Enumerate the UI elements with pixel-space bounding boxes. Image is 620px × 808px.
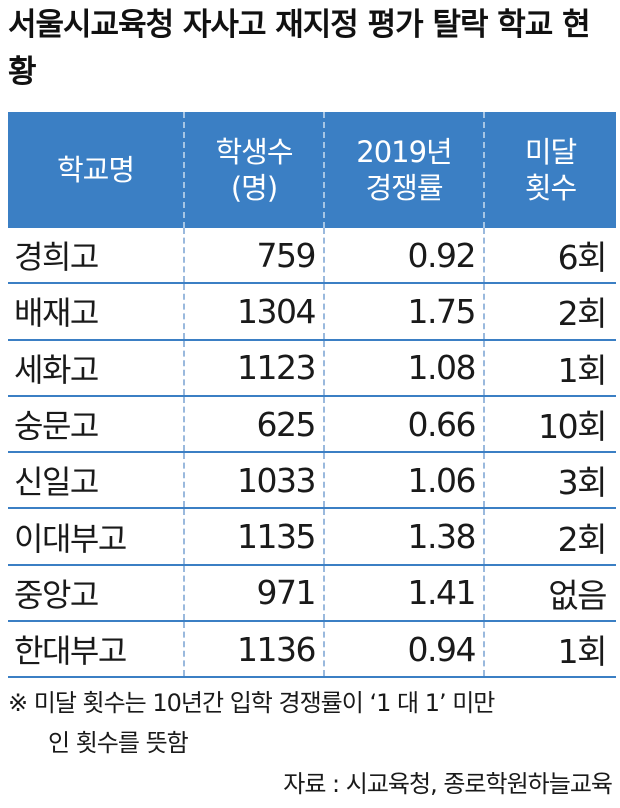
cell-students: 971 <box>183 565 323 621</box>
cell-students: 1304 <box>183 284 323 339</box>
footnote-line-2: 인 횟수를 뜻함 <box>48 729 189 757</box>
cell-school: 중앙고 <box>14 575 99 614</box>
cell-school: 경희고 <box>14 238 99 277</box>
table-row: 한대부고 1136 0.94 1회 <box>8 622 616 679</box>
table-row: 경희고 759 0.92 6회 <box>8 228 616 285</box>
footnote-line-1: ※ 미달 횟수는 10년간 입학 경쟁률이 ‘1 대 1’ 미만 <box>8 689 495 717</box>
header-rate: 2019년 경쟁률 <box>323 112 483 228</box>
table-row: 중앙고 971 1.41 없음 <box>8 565 616 623</box>
cell-school: 배재고 <box>14 294 99 333</box>
header-students-label: 학생수 <box>215 135 293 169</box>
page-title: 서울시교육청 자사고 재지정 평가 탈락 학교 현황 <box>8 7 591 90</box>
header-rate-label: 경쟁률 <box>365 171 443 205</box>
cell-school: 신일고 <box>14 463 99 502</box>
source-credit: 자료 : 시교육청, 종로학원하늘교육 <box>283 770 613 798</box>
cell-school: 한대부고 <box>14 632 127 671</box>
cell-rate: 1.38 <box>323 509 483 564</box>
cell-rate: 1.75 <box>323 284 483 339</box>
cell-students: 1123 <box>183 340 323 395</box>
cell-students: 1033 <box>183 453 323 508</box>
header-students: 학생수 (명) <box>183 112 323 228</box>
cell-students: 625 <box>183 396 323 452</box>
table-row: 신일고 1033 1.06 3회 <box>8 453 616 510</box>
cell-students: 1135 <box>183 509 323 564</box>
cell-school: 이대부고 <box>14 519 127 558</box>
table-row: 배재고 1304 1.75 2회 <box>8 284 616 341</box>
cell-shortfall: 1회 <box>483 340 616 395</box>
header-school: 학교명 <box>8 112 183 228</box>
header-students-unit: (명) <box>230 171 278 205</box>
header-school-label: 학교명 <box>56 153 135 187</box>
cell-shortfall: 10회 <box>483 396 616 452</box>
cell-rate: 1.08 <box>323 340 483 395</box>
header-rate-year: 2019년 <box>356 135 452 169</box>
footnote: ※ 미달 횟수는 10년간 입학 경쟁률이 ‘1 대 1’ 미만 인 횟수를 뜻… <box>8 683 616 763</box>
data-table: 학교명 학생수 (명) 2019년 경쟁률 미달 횟수 경희고 759 0.92… <box>8 112 616 679</box>
cell-rate: 0.94 <box>323 622 483 677</box>
header-shortfall: 미달 횟수 <box>483 112 616 228</box>
cell-rate: 0.66 <box>323 396 483 452</box>
cell-students: 1136 <box>183 622 323 677</box>
cell-shortfall: 1회 <box>483 622 616 677</box>
cell-shortfall: 2회 <box>483 509 616 564</box>
header-shortfall-line2: 횟수 <box>524 171 577 205</box>
cell-students: 759 <box>183 228 323 283</box>
table-header: 학교명 학생수 (명) 2019년 경쟁률 미달 횟수 <box>8 112 616 228</box>
cell-rate: 0.92 <box>323 228 483 283</box>
table-row: 세화고 1123 1.08 1회 <box>8 340 616 397</box>
cell-school: 세화고 <box>14 350 99 389</box>
cell-shortfall: 3회 <box>483 453 616 508</box>
table-row: 숭문고 625 0.66 10회 <box>8 396 616 454</box>
cell-shortfall: 6회 <box>483 228 616 283</box>
table-row: 이대부고 1135 1.38 2회 <box>8 509 616 566</box>
cell-rate: 1.06 <box>323 453 483 508</box>
cell-shortfall: 없음 <box>483 565 616 621</box>
cell-shortfall: 2회 <box>483 284 616 339</box>
header-shortfall-line1: 미달 <box>524 135 577 169</box>
cell-school: 숭문고 <box>14 407 99 446</box>
cell-rate: 1.41 <box>323 565 483 621</box>
